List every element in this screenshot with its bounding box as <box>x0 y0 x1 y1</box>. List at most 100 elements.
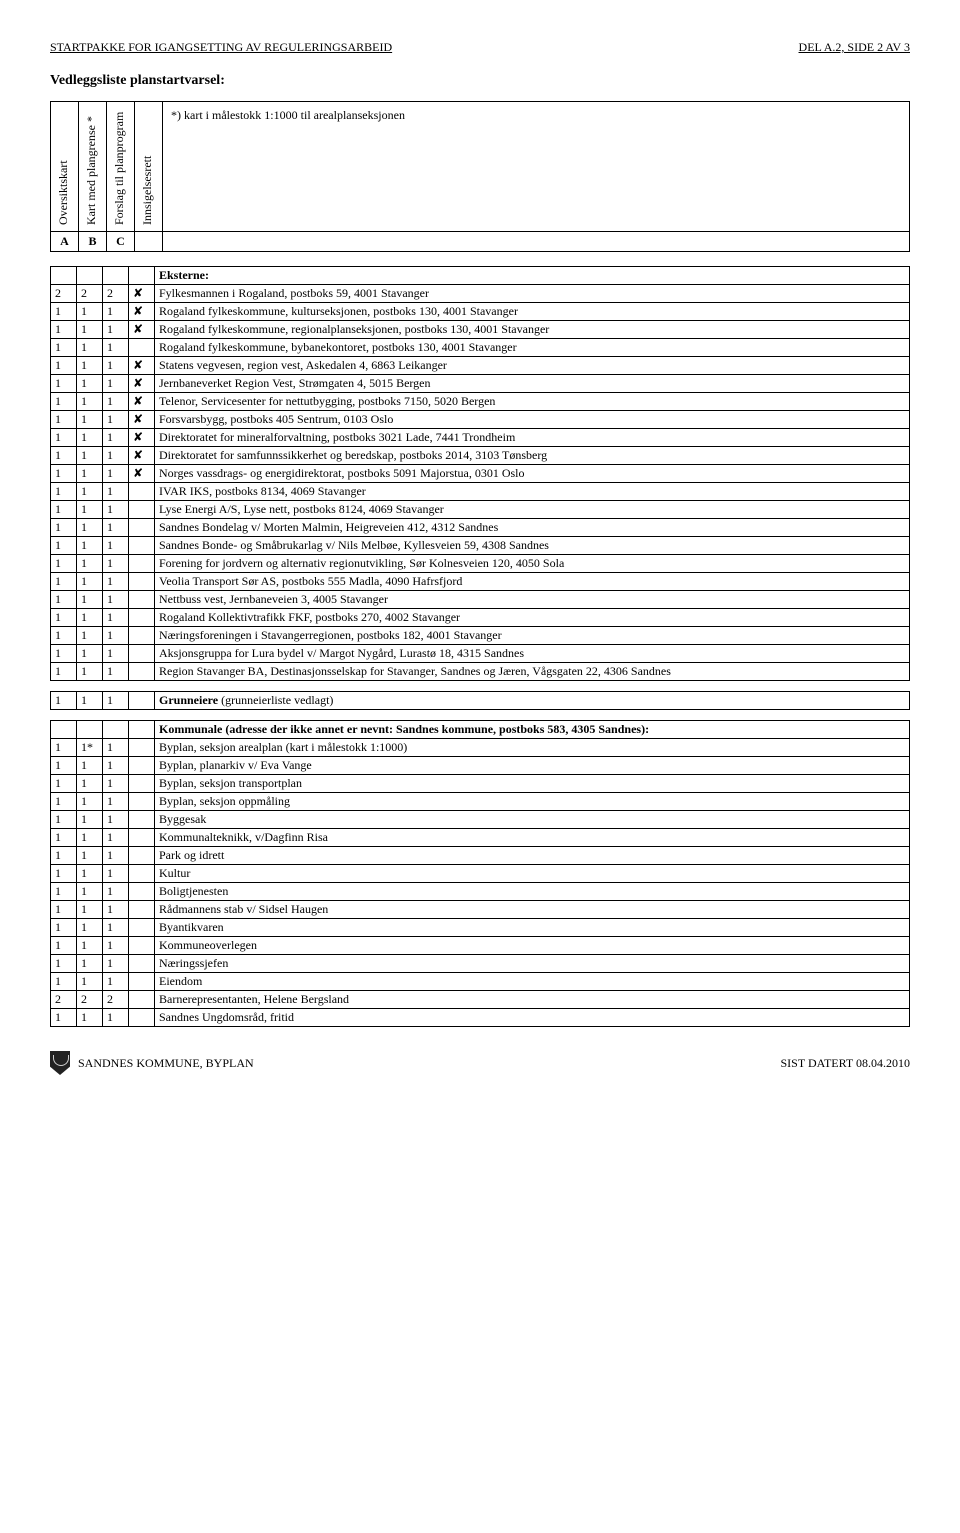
table-row: 111Veolia Transport Sør AS, postboks 555… <box>51 573 910 591</box>
table-row: 111✘Direktoratet for samfunnssikkerhet o… <box>51 447 910 465</box>
row-text: Næringssjefen <box>155 955 910 973</box>
row-text: Byplan, seksjon transportplan <box>155 775 910 793</box>
table-row: 111Byplan, seksjon transportplan <box>51 775 910 793</box>
table-row: 111Sandnes Bondelag v/ Morten Malmin, He… <box>51 519 910 537</box>
row-text: Byplan, planarkiv v/ Eva Vange <box>155 757 910 775</box>
row-text: Veolia Transport Sør AS, postboks 555 Ma… <box>155 573 910 591</box>
table-row: 111Byplan, seksjon oppmåling <box>51 793 910 811</box>
table-row: 111✘Rogaland fylkeskommune, kulturseksjo… <box>51 303 910 321</box>
page-header: STARTPAKKE FOR IGANGSETTING AV REGULERIN… <box>50 40 910 55</box>
row-text: Næringsforeningen i Stavangerregionen, p… <box>155 627 910 645</box>
row-text: Kultur <box>155 865 910 883</box>
table-row: 111IVAR IKS, postboks 8134, 4069 Stavang… <box>51 483 910 501</box>
row-text: Direktoratet for samfunnssikkerhet og be… <box>155 447 910 465</box>
table-row: 11*1Byplan, seksjon arealplan (kart i må… <box>51 739 910 757</box>
table-row: 111Næringssjefen <box>51 955 910 973</box>
table-row: 111Region Stavanger BA, Destinasjonssels… <box>51 663 910 681</box>
row-text: Sandnes Ungdomsråd, fritid <box>155 1009 910 1027</box>
table-row: 111Kommuneoverlegen <box>51 937 910 955</box>
footer-right-text: SIST DATERT 08.04.2010 <box>780 1056 910 1071</box>
table-row: 111Forening for jordvern og alternativ r… <box>51 555 910 573</box>
table-row: 111✘Jernbaneverket Region Vest, Strømgat… <box>51 375 910 393</box>
row-text: Park og idrett <box>155 847 910 865</box>
table-row: 111Byplan, planarkiv v/ Eva Vange <box>51 757 910 775</box>
row-text: Byantikvaren <box>155 919 910 937</box>
table-row: 111Rådmannens stab v/ Sidsel Haugen <box>51 901 910 919</box>
col-B: B <box>79 232 107 252</box>
row-text: Region Stavanger BA, Destinasjonsselskap… <box>155 663 910 681</box>
row-text: Rogaland fylkeskommune, bybanekontoret, … <box>155 339 910 357</box>
header-right: DEL A.2, SIDE 2 AV 3 <box>799 40 910 55</box>
data-table: 111Grunneiere (grunneierliste vedlagt) <box>50 691 910 710</box>
rot-header-3: Innsigelsesrett <box>135 102 163 232</box>
row-text: Forsvarsbygg, postboks 405 Sentrum, 0103… <box>155 411 910 429</box>
row-text: Boligtjenesten <box>155 883 910 901</box>
table-row: 111Byggesak <box>51 811 910 829</box>
rot-header-0: Oversiktskart <box>51 102 79 232</box>
section-title: Vedleggsliste planstartvarsel: <box>50 73 910 89</box>
table-row: 111Sandnes Bonde- og Småbrukarlag v/ Nil… <box>51 537 910 555</box>
abc-row: A B C <box>51 232 910 252</box>
table-row: 111Aksjonsgruppa for Lura bydel v/ Margo… <box>51 645 910 663</box>
table-row: 111✘Telenor, Servicesenter for nettutbyg… <box>51 393 910 411</box>
col-C: C <box>107 232 135 252</box>
row-text: Rogaland fylkeskommune, kulturseksjonen,… <box>155 303 910 321</box>
col-blank2 <box>163 232 910 252</box>
row-text: Barnerepresentanten, Helene Bergsland <box>155 991 910 1009</box>
table-row: 111Sandnes Ungdomsråd, fritid <box>51 1009 910 1027</box>
row-text: Eiendom <box>155 973 910 991</box>
row-text: Rådmannens stab v/ Sidsel Haugen <box>155 901 910 919</box>
table-row: 111Grunneiere (grunneierliste vedlagt) <box>51 692 910 710</box>
row-text: Jernbaneverket Region Vest, Strømgaten 4… <box>155 375 910 393</box>
data-table: Eksterne:222✘Fylkesmannen i Rogaland, po… <box>50 266 910 681</box>
legend-table: Oversiktskart Kart med plangrense * Fors… <box>50 101 910 252</box>
row-text: Forening for jordvern og alternativ regi… <box>155 555 910 573</box>
table-row: 111Nettbuss vest, Jernbaneveien 3, 4005 … <box>51 591 910 609</box>
table-row: 222Barnerepresentanten, Helene Bergsland <box>51 991 910 1009</box>
legend-note: *) kart i målestokk 1:1000 til arealplan… <box>163 102 910 232</box>
row-text: Kommuneoverlegen <box>155 937 910 955</box>
shield-icon <box>50 1051 70 1075</box>
row-text: Statens vegvesen, region vest, Askedalen… <box>155 357 910 375</box>
table-row: 111Rogaland Kollektivtrafikk FKF, postbo… <box>51 609 910 627</box>
row-text: Byplan, seksjon oppmåling <box>155 793 910 811</box>
table-row: 111✘Forsvarsbygg, postboks 405 Sentrum, … <box>51 411 910 429</box>
table-row: 111Lyse Energi A/S, Lyse nett, postboks … <box>51 501 910 519</box>
row-text: Nettbuss vest, Jernbaneveien 3, 4005 Sta… <box>155 591 910 609</box>
table-row: 111Kultur <box>51 865 910 883</box>
table-row: 111Rogaland fylkeskommune, bybanekontore… <box>51 339 910 357</box>
row-text: Byplan, seksjon arealplan (kart i målest… <box>155 739 910 757</box>
table-row: 111Byantikvaren <box>51 919 910 937</box>
footer-left-text: SANDNES KOMMUNE, BYPLAN <box>78 1056 254 1071</box>
row-text: Lyse Energi A/S, Lyse nett, postboks 812… <box>155 501 910 519</box>
data-table: Kommunale (adresse der ikke annet er nev… <box>50 720 910 1027</box>
table-row: 111Boligtjenesten <box>51 883 910 901</box>
row-text: Rogaland fylkeskommune, regionalplanseks… <box>155 321 910 339</box>
row-text: Direktoratet for mineralforvaltning, pos… <box>155 429 910 447</box>
row-text: Sandnes Bondelag v/ Morten Malmin, Heigr… <box>155 519 910 537</box>
row-text: Aksjonsgruppa for Lura bydel v/ Margot N… <box>155 645 910 663</box>
table-row: 111✘Statens vegvesen, region vest, Asked… <box>51 357 910 375</box>
group-header: Eksterne: <box>155 267 910 285</box>
rot-header-1: Kart med plangrense * <box>79 102 107 232</box>
table-row: 111Kommunalteknikk, v/Dagfinn Risa <box>51 829 910 847</box>
table-row: 111✘Norges vassdrags- og energidirektora… <box>51 465 910 483</box>
row-text: Grunneiere (grunneierliste vedlagt) <box>155 692 910 710</box>
rot-header-2: Forslag til planprogram <box>107 102 135 232</box>
table-row: 222✘Fylkesmannen i Rogaland, postboks 59… <box>51 285 910 303</box>
row-text: Sandnes Bonde- og Småbrukarlag v/ Nils M… <box>155 537 910 555</box>
row-text: Telenor, Servicesenter for nettutbygging… <box>155 393 910 411</box>
table-row: 111Næringsforeningen i Stavangerregionen… <box>51 627 910 645</box>
row-text: Kommunalteknikk, v/Dagfinn Risa <box>155 829 910 847</box>
row-text: Rogaland Kollektivtrafikk FKF, postboks … <box>155 609 910 627</box>
table-row: 111✘Rogaland fylkeskommune, regionalplan… <box>51 321 910 339</box>
col-blank <box>135 232 163 252</box>
col-A: A <box>51 232 79 252</box>
table-row: 111✘Direktoratet for mineralforvaltning,… <box>51 429 910 447</box>
row-text: IVAR IKS, postboks 8134, 4069 Stavanger <box>155 483 910 501</box>
row-text: Fylkesmannen i Rogaland, postboks 59, 40… <box>155 285 910 303</box>
group-header: Kommunale (adresse der ikke annet er nev… <box>155 721 910 739</box>
row-text: Norges vassdrags- og energidirektorat, p… <box>155 465 910 483</box>
table-row: 111Eiendom <box>51 973 910 991</box>
page-footer: SANDNES KOMMUNE, BYPLAN SIST DATERT 08.0… <box>50 1051 910 1075</box>
